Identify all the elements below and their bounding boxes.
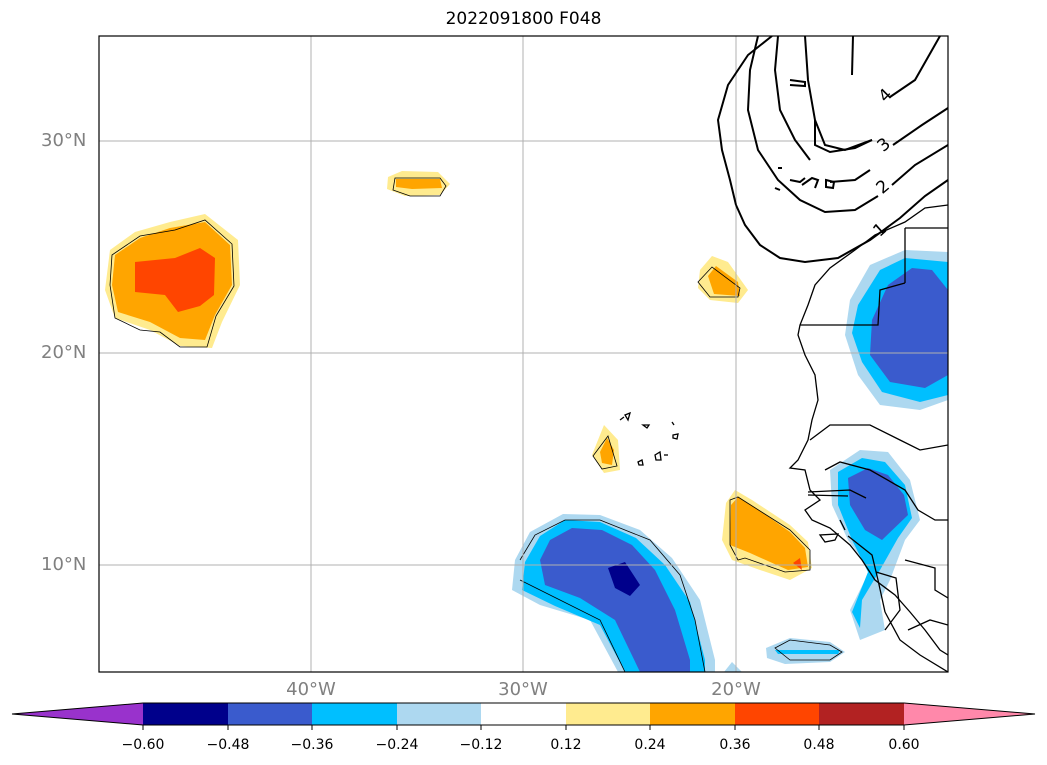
lon-label-20w: 20°W — [711, 679, 761, 700]
map-frame — [98, 35, 949, 673]
colorbar-bin-6 — [566, 703, 650, 725]
colorbar-bin-7 — [650, 703, 735, 725]
lat-label-10n: 10°N — [41, 554, 87, 575]
anomaly-south-negative — [512, 514, 742, 672]
colorbar-tick-9: 0.48 — [803, 737, 835, 753]
colorbar-bin-4 — [397, 703, 481, 725]
colorbar-tick-6: 0.12 — [550, 737, 582, 753]
anomaly-north-positive — [387, 171, 450, 197]
colorbar-bin-8 — [735, 703, 819, 725]
colorbar-extend-high — [904, 703, 1035, 725]
colorbar-tick-5: −0.12 — [459, 737, 503, 753]
anomaly-capeverde-positive — [592, 425, 620, 473]
colorbar-bin-5 — [481, 703, 566, 725]
colorbar — [11, 702, 1036, 730]
colorbar-tick-2: −0.48 — [206, 737, 250, 753]
colorbar-extend-low — [12, 703, 143, 725]
lat-label-30n: 30°N — [41, 130, 87, 151]
lon-label-30w: 30°W — [498, 679, 548, 700]
colorbar-tick-10: 0.60 — [888, 737, 920, 753]
gridlines — [99, 36, 948, 672]
coastlines — [619, 204, 948, 672]
colorbar-tick-8: 0.36 — [719, 737, 751, 753]
colorbar-bin-2 — [228, 703, 312, 725]
map-title: 2022091800 F048 — [445, 9, 602, 29]
anomaly-africa-west-negative — [766, 450, 920, 664]
lon-label-40w: 40°W — [286, 679, 336, 700]
colorbar-bin-1 — [143, 703, 228, 725]
colorbar-tick-3: −0.36 — [290, 737, 334, 753]
anomaly-west-positive — [105, 214, 240, 348]
anomaly-southeast-positive — [722, 490, 812, 580]
colorbar-bin-9 — [819, 703, 904, 725]
height-contours — [716, 36, 948, 264]
colorbar-tick-4: −0.24 — [375, 737, 419, 753]
map-plot-area: 4 3 2 1 — [99, 36, 948, 672]
colorbar-tick-1: −0.60 — [121, 737, 165, 753]
anomaly-africa-north-negative — [845, 250, 948, 410]
lat-label-20n: 20°N — [41, 342, 87, 363]
colorbar-bin-3 — [312, 703, 397, 725]
colorbar-tick-7: 0.24 — [634, 737, 666, 753]
